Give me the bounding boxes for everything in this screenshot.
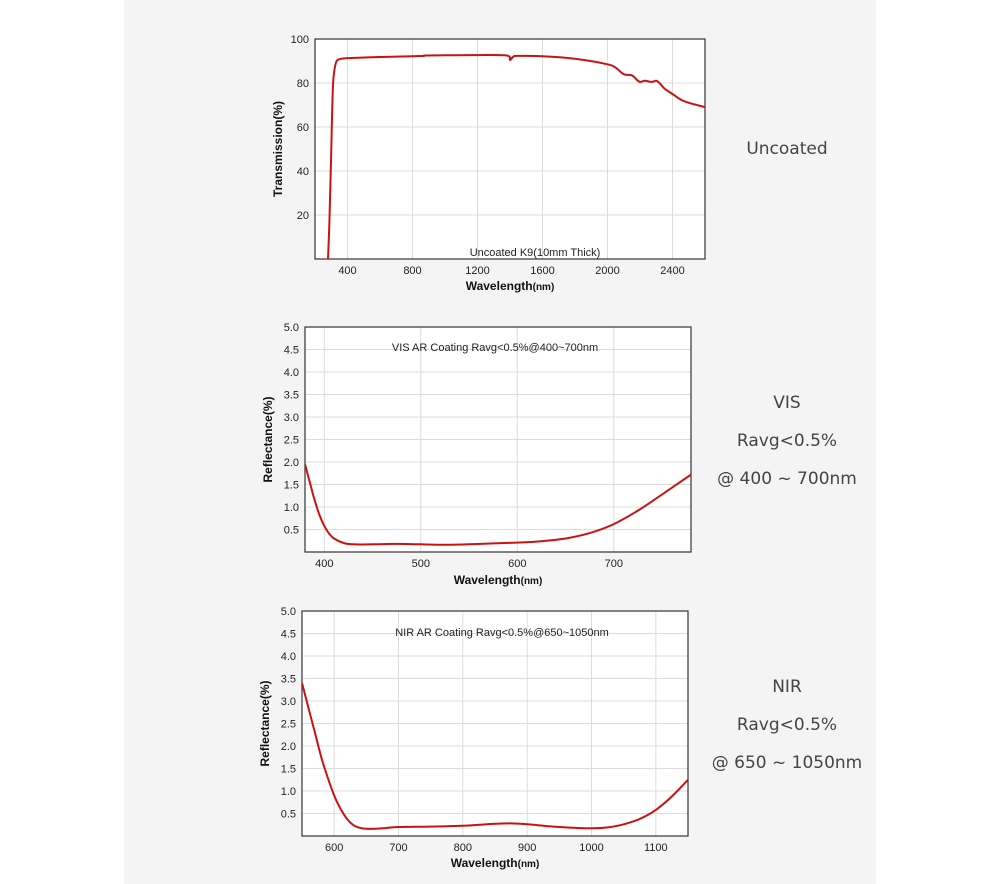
- uncoated-label: Uncoated: [746, 139, 828, 159]
- y-tick-label: 2.5: [281, 719, 296, 731]
- x-tick-label: 2000: [595, 265, 619, 277]
- nir-reflectance-chart: 600 700 800 900 1000 1100 0.5 1.0 1.5 2.0 2.5 3.0 3.…: [258, 606, 689, 870]
- chart-annotation: Uncoated K9(10mm Thick): [470, 247, 601, 259]
- chart-annotation: VIS AR Coating Ravg<0.5%@400~700nm: [392, 342, 598, 354]
- x-tick-label: 700: [605, 558, 623, 570]
- uncoated-side-label: Uncoated: [697, 130, 877, 168]
- y-tick-label: 1.5: [284, 480, 299, 492]
- y-tick-label: 3.0: [281, 696, 296, 708]
- vis-side-label: VIS Ravg<0.5% @ 400 ~ 700nm: [697, 384, 877, 498]
- x-tick-label: 2400: [660, 265, 684, 277]
- y-tick-label: 5.0: [284, 322, 299, 334]
- plot-frame: [314, 38, 706, 260]
- series-line: [305, 464, 691, 546]
- y-tick-label: 3.5: [281, 674, 296, 686]
- x-tick-label: 700: [389, 842, 407, 854]
- x-tick-label: 1200: [465, 265, 489, 277]
- y-tick-label: 4.5: [281, 629, 296, 641]
- vis-name: VIS: [773, 393, 801, 413]
- nir-range: @ 650 ~ 1050nm: [711, 753, 863, 773]
- nir-name: NIR: [772, 677, 802, 697]
- nir-ravg: Ravg<0.5%: [736, 715, 838, 735]
- x-axis-label: Wavelength(nm): [451, 856, 540, 870]
- y-tick-label: 2.5: [284, 435, 299, 447]
- y-tick-label: 5.0: [281, 606, 296, 618]
- y-tick-label: 2.0: [284, 457, 299, 469]
- x-tick-label: 800: [454, 842, 472, 854]
- y-tick-label: 0.5: [284, 525, 299, 537]
- x-tick-label: 1000: [579, 842, 603, 854]
- x-tick-label: 500: [412, 558, 430, 570]
- x-axis-label: Wavelength(nm): [454, 573, 543, 587]
- y-tick-label: 4.0: [284, 367, 299, 379]
- x-tick-label: 400: [315, 558, 333, 570]
- y-axis-label: Reflectance(%): [258, 680, 272, 766]
- x-tick-label: 800: [403, 265, 421, 277]
- x-tick-label: 400: [338, 265, 356, 277]
- y-tick-label: 4.0: [281, 651, 296, 663]
- plot-frame: [304, 326, 692, 553]
- y-axis-label: Transmission(%): [271, 101, 285, 197]
- uncoated-transmission-chart: 400 800 1200 1600 2000 2400 20 40 60 80 100 Wavelen…: [271, 34, 706, 293]
- y-tick-label: 3.5: [284, 390, 299, 402]
- vis-reflectance-chart: 400 500 600 700 0.5 1.0 1.5 2.0 2.5 3.0 3.5 4.0 4.5 5…: [261, 322, 692, 587]
- x-axis-label: Wavelength(nm): [466, 279, 555, 293]
- y-tick-label: 20: [297, 210, 309, 222]
- series-line: [302, 682, 688, 830]
- y-tick-label: 80: [297, 78, 309, 90]
- chart-annotation: NIR AR Coating Ravg<0.5%@650~1050nm: [395, 627, 609, 639]
- x-tick-label: 1600: [530, 265, 554, 277]
- y-tick-label: 1.0: [281, 786, 296, 798]
- x-tick-label: 600: [325, 842, 343, 854]
- plot-frame: [301, 610, 689, 837]
- vis-ravg: Ravg<0.5%: [736, 431, 838, 451]
- y-axis-label: Reflectance(%): [261, 396, 275, 482]
- plot-area: [315, 39, 705, 259]
- y-tick-label: 1.5: [281, 764, 296, 776]
- y-tick-label: 60: [297, 122, 309, 134]
- y-tick-label: 2.0: [281, 741, 296, 753]
- x-tick-label: 900: [518, 842, 536, 854]
- vis-range: @ 400 ~ 700nm: [717, 469, 857, 489]
- x-tick-label: 1100: [644, 842, 668, 854]
- x-tick-label: 600: [508, 558, 526, 570]
- y-tick-label: 100: [291, 34, 309, 46]
- series-line: [327, 54, 705, 259]
- y-tick-label: 1.0: [284, 502, 299, 514]
- y-tick-label: 0.5: [281, 809, 296, 821]
- y-tick-label: 40: [297, 166, 309, 178]
- y-tick-label: 3.0: [284, 412, 299, 424]
- nir-side-label: NIR Ravg<0.5% @ 650 ~ 1050nm: [697, 668, 877, 782]
- y-tick-label: 4.5: [284, 345, 299, 357]
